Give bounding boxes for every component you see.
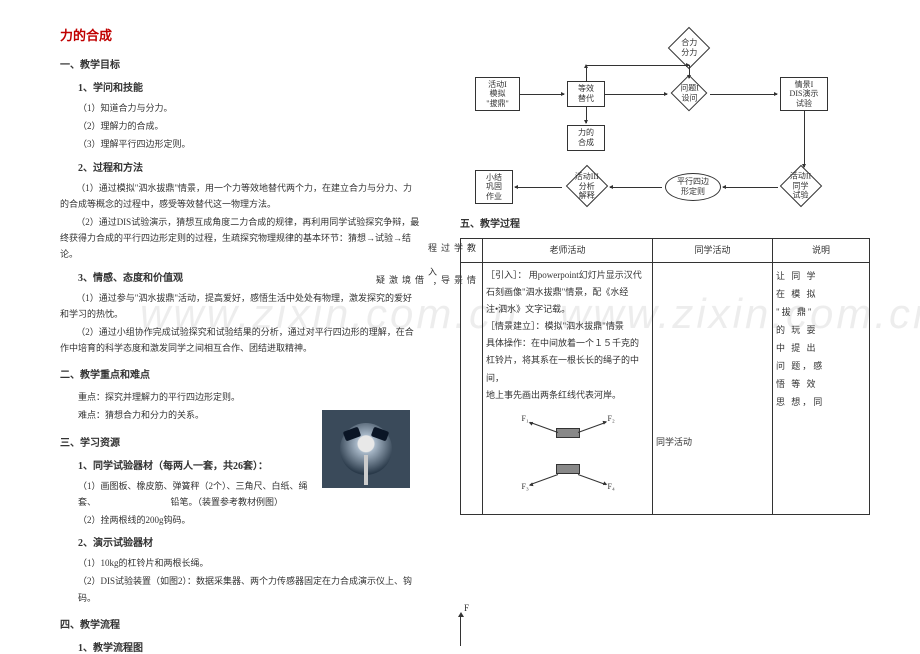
row-label: 情 景 导 入， 借 境 激 疑 [464,267,478,297]
flow-arrow [710,94,777,95]
th-process: 教 学 过 程 [464,243,478,258]
th-note: 说明 [773,239,870,263]
flow-node-scene1: 情景I DIS演示 试验 [780,77,828,111]
note-cell: 让 同 学 在 模 拟 "拔 鼎" 的 玩 耍 中 提 出 问 题，感 悟 等 … [773,263,870,515]
body-text: （1）知道合力与分力。 [78,100,420,116]
bottom-force-arrow [460,616,461,646]
student-cell: 同学活动 [653,263,773,515]
flow-node-equiv: 等效 替代 [567,81,605,107]
flow-node-activity3: 活动III 分析 解释 [566,165,608,207]
lesson-table: 教 学 过 程 老师活动 同学活动 说明 情 景 导 入， 借 境 激 疑 ［引… [460,238,870,515]
section-heading: 五、教学过程 [460,215,870,230]
body-text: （2）理解力的合成。 [78,118,420,134]
flow-arrow [586,65,587,81]
flow-arrow [723,187,778,188]
flow-arrow [804,111,805,167]
flow-node-summary: 小结 巩固 作业 [475,170,513,204]
flow-arrow [515,187,562,188]
right-column: 合力 分力 活动I 模拟 "拔鼎" 等效 替代 问题I 设问 情景I DIS演示… [435,0,920,651]
flow-arrow [610,187,662,188]
flow-arrow [586,107,587,123]
force-diagram: F₁ F₂ F₃ F₄ [508,412,628,502]
flow-node-activity1: 活动I 模拟 "拔鼎" [475,77,520,111]
flow-arrow [520,94,564,95]
flow-node-question1: 问题I 设问 [671,75,708,112]
equipment-photo-stand [364,455,368,485]
body-text: （2）DIS试验装置（如图2）：数据采集器、两个力传感器固定在力合成演示仪上、钩… [78,573,420,605]
sub-heading: 2、演示试验器材 [78,534,420,549]
left-column: 力的合成 一、教学目标 1、学问和技能 （1）知道合力与分力。 （2）理解力的合… [0,0,435,651]
body-text: （2）拴两根线的200g钩码。 [78,512,420,528]
body-text: （3）理解平行四边形定则。 [78,136,420,152]
flow-line [586,65,689,66]
th-teacher: 老师活动 [483,239,653,263]
flow-node-hecheng: 力的 合成 [567,125,605,151]
section-heading: 一、教学目标 [60,56,420,71]
teacher-cell: ［引入］： 用powerpoint幻灯片显示汉代 石刻画像"泗水拔鼎"情景，配《… [483,263,653,515]
section-heading: 四、教学流程 [60,616,420,631]
flow-node-activity2: 活动II 同学 试验 [780,165,822,207]
sub-heading: 1、学问和技能 [78,79,420,94]
body-text: （2）通过小组协作完成试验探究和试验结果的分析，通过对平行四边形的理解，在合作中… [60,324,420,356]
sub-heading: 2、过程和方法 [78,159,420,174]
body-text: 重点：探究并理解力的平行四边形定则。 [78,389,420,405]
flow-node-law: 平行四边 形定则 [665,173,721,201]
flowchart: 合力 分力 活动I 模拟 "拔鼎" 等效 替代 问题I 设问 情景I DIS演示… [460,25,860,205]
sub-heading: 1、教学流程图 [78,639,420,654]
body-text: （1）10kg的杠铃片和两根长绳。 [78,555,420,571]
body-text: （2）通过DIS试验演示，猜想互成角度二力合成的规律，再利用同学试验探究争辩，最… [60,214,420,263]
section-heading: 二、教学重点和难点 [60,366,420,381]
body-text: （1）通过模拟"泗水拔鼎"情景，用一个力等效地替代两个力，在建立合力与分力、力的… [60,180,420,212]
bottom-force-label: F [464,603,469,613]
equipment-photo [322,410,410,488]
sub-heading: 3、情感、态度和价值观 [78,269,420,284]
th-student: 同学活动 [653,239,773,263]
doc-title: 力的合成 [60,25,420,44]
flow-arrow [605,94,667,95]
body-text: （1）通过参与"泗水拔鼎"活动，提高爱好，感悟生活中处处有物理，激发探究的爱好和… [60,290,420,322]
